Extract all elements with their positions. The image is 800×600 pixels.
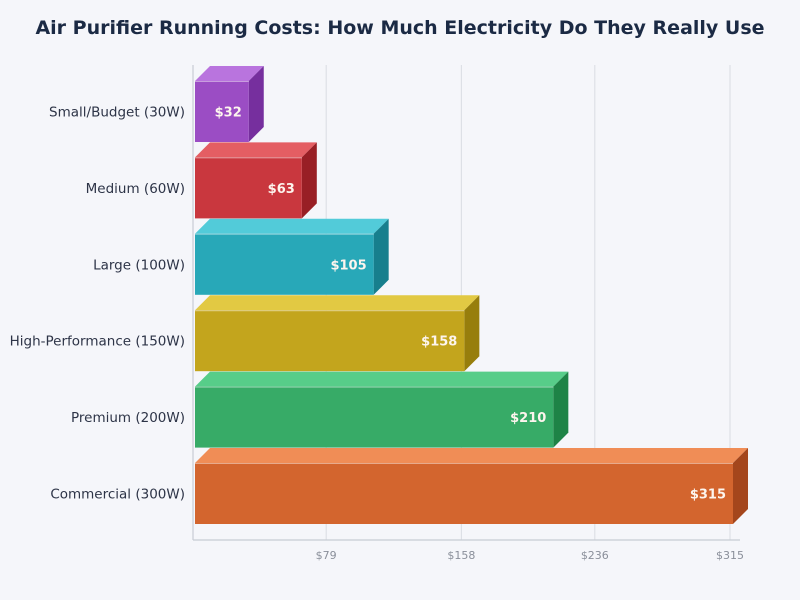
bar-top [195, 295, 480, 311]
data-label: $105 [330, 258, 366, 273]
bar [195, 310, 465, 372]
x-tick-label: $158 [447, 549, 475, 562]
bar [195, 463, 733, 524]
bar-side [248, 66, 264, 142]
bar-side [464, 295, 480, 372]
data-label: $315 [690, 488, 726, 503]
data-label: $63 [268, 182, 295, 197]
y-tick-label: High-Performance (150W) [10, 334, 185, 350]
bar-side [301, 142, 317, 219]
bar [195, 233, 374, 295]
bar-group: $158 [195, 295, 480, 372]
bar-top [195, 218, 389, 234]
bar-group: $315 [195, 448, 748, 524]
bar-top [195, 66, 264, 81]
x-tick-label: $236 [581, 549, 609, 562]
bar-group: $63 [195, 142, 317, 219]
bar-top [195, 371, 569, 387]
y-tick-label: Small/Budget (30W) [49, 105, 185, 121]
y-tick-label: Medium (60W) [86, 181, 185, 197]
y-tick-label: Large (100W) [93, 257, 185, 273]
bar [195, 81, 249, 142]
y-tick-label: Commercial (300W) [50, 487, 185, 503]
bar-side [733, 448, 748, 524]
data-label: $158 [421, 335, 457, 350]
bar-top [195, 142, 317, 158]
bar [195, 157, 302, 219]
y-tick-label: Premium (200W) [71, 410, 185, 426]
bar-side [373, 218, 389, 295]
bar-group: $210 [195, 371, 569, 448]
data-label: $32 [215, 106, 242, 121]
x-tick-label: $315 [716, 549, 744, 562]
bar [195, 386, 554, 448]
bar-group: $32 [195, 66, 264, 142]
chart-title: Air Purifier Running Costs: How Much Ele… [35, 17, 764, 39]
bar-group: $105 [195, 218, 389, 295]
bar-side [553, 371, 569, 448]
x-tick-label: $79 [316, 549, 337, 562]
bar-top [195, 448, 748, 463]
data-label: $210 [510, 411, 546, 426]
